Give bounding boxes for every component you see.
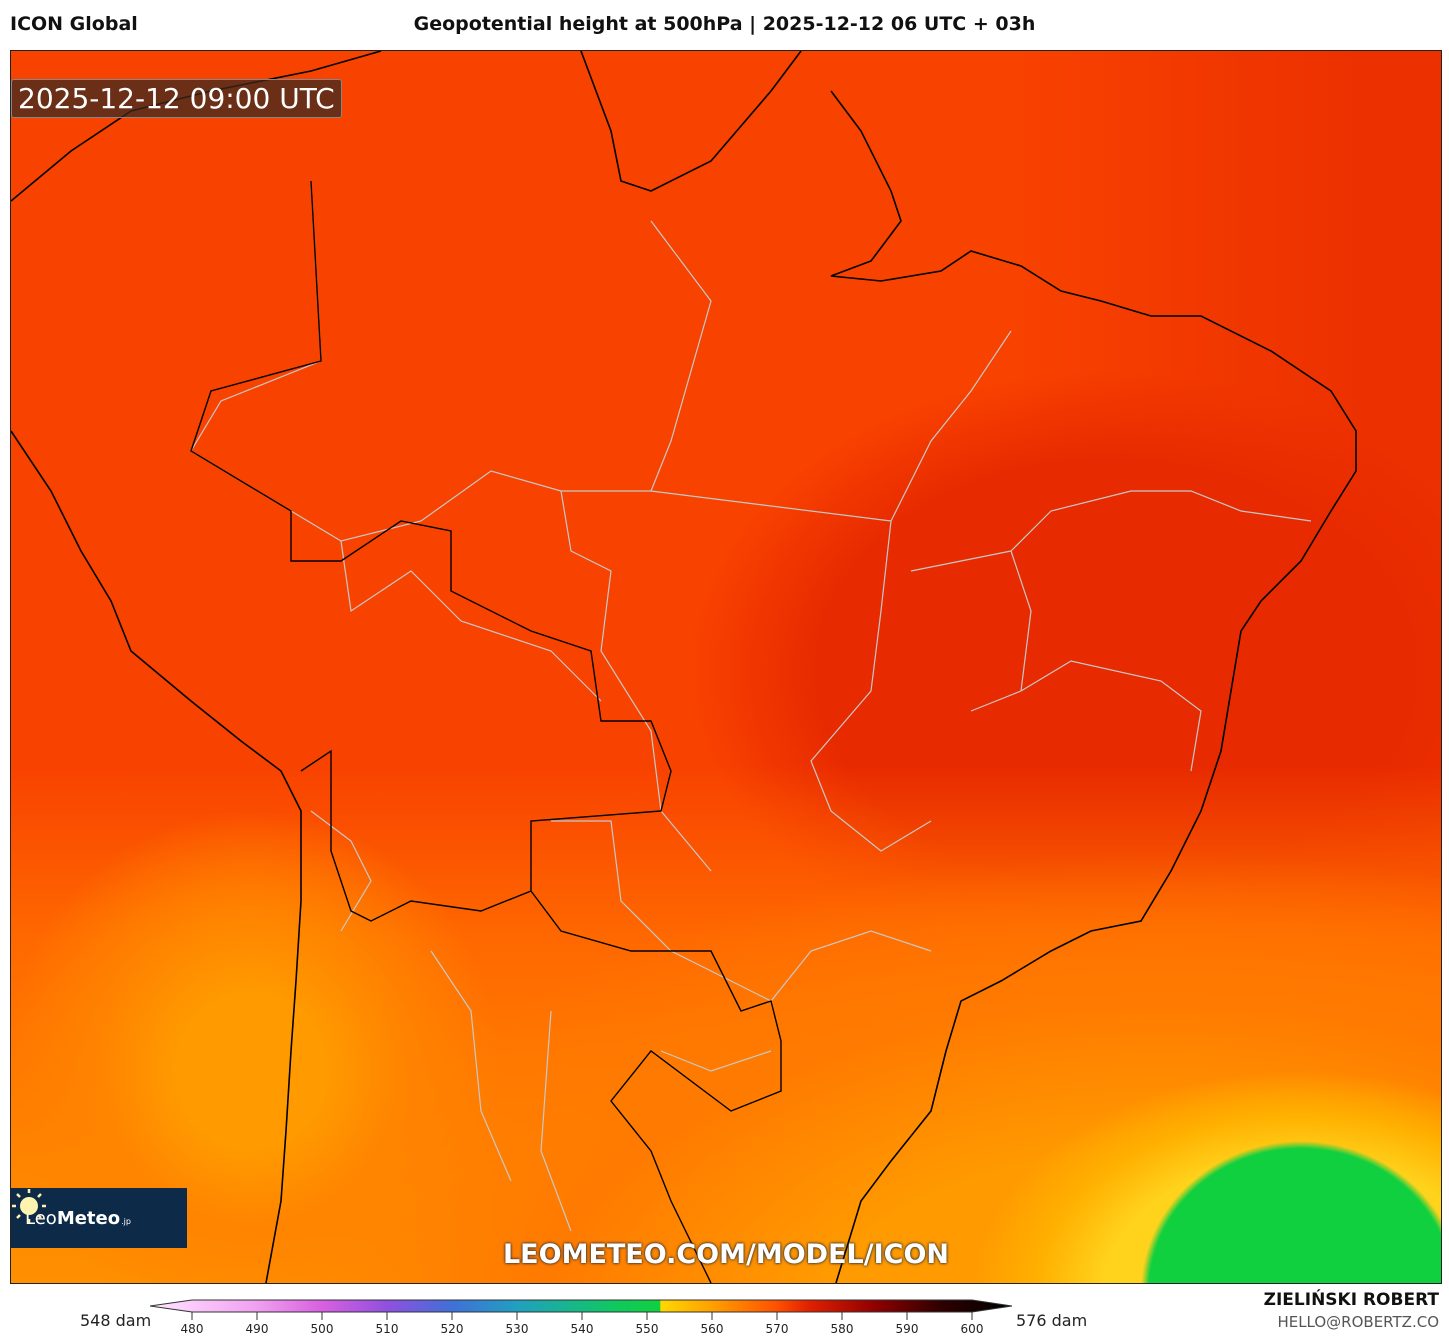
west-coastline: [11, 430, 302, 1283]
country-borders: [190, 180, 1312, 1232]
colorbar-tick-label: 550: [635, 1322, 659, 1336]
colorbar-fill: [150, 1299, 1013, 1313]
coastline-borders: [11, 51, 1357, 1283]
map-title: Geopotential height at 500hPa | 2025-12-…: [413, 13, 1036, 35]
colorbar-tick-label: 520: [440, 1322, 464, 1336]
colorbar-tick-label: 480: [180, 1322, 204, 1336]
colorbar-max-label: 576 dam: [1016, 1311, 1088, 1330]
logo-suffix: .jp: [121, 1216, 131, 1226]
leometeo-logo: Leo Meteo .jp: [11, 1188, 187, 1248]
watermark-url: LEOMETEO.COM/MODEL/ICON: [502, 1239, 950, 1270]
model-name: ICON Global: [10, 13, 138, 35]
colorbar-min-label: 548 dam: [80, 1311, 152, 1330]
map-panel: 2025-12-12 09:00 UTC Leo Meteo .jp LEOMETE…: [10, 50, 1442, 1284]
logo-text-bold: Meteo: [56, 1207, 121, 1229]
author-name: ZIELIŃSKI ROBERT: [1263, 1290, 1439, 1310]
national-borders: [190, 180, 782, 1283]
colorbar-tick-label: 530: [505, 1322, 529, 1336]
colorbar-tick-label: 510: [375, 1322, 399, 1336]
coastline: [11, 51, 1357, 1283]
colorbar-tick-label: 540: [570, 1322, 594, 1336]
colorbar: [150, 1299, 1013, 1320]
author-email: HELLO@ROBERTZ.CO: [1277, 1313, 1439, 1331]
colorbar-tick-label: 580: [830, 1322, 854, 1336]
colorbar-tick-label: 600: [960, 1322, 984, 1336]
colorbar-tick-label: 570: [765, 1322, 789, 1336]
valid-time-badge: 2025-12-12 09:00 UTC: [11, 79, 342, 118]
sun-icon: [12, 1189, 46, 1223]
colorbar-tick-label: 490: [245, 1322, 269, 1336]
colorbar-tick-label: 560: [700, 1322, 724, 1336]
colorbar-tick-label: 500: [310, 1322, 334, 1336]
colorbar-tick-label: 590: [895, 1322, 919, 1336]
